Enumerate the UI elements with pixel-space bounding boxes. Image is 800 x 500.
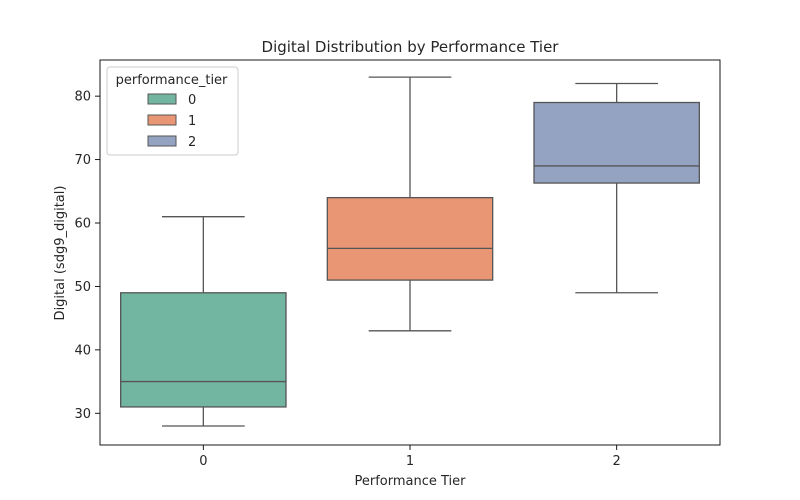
- y-tick-label: 30: [74, 407, 91, 422]
- legend-entry-label: 2: [188, 135, 196, 150]
- y-axis-label: Digital (sdg9_digital): [53, 186, 68, 321]
- box-iqr: [533, 101, 700, 184]
- y-tick-label: 60: [74, 217, 91, 232]
- box-iqr: [326, 196, 494, 281]
- box-group-0: [120, 216, 287, 427]
- box-iqr: [120, 292, 287, 408]
- x-tick-label: 2: [613, 454, 621, 469]
- x-tick-label: 1: [406, 454, 414, 469]
- legend-entry-label: 1: [188, 114, 196, 129]
- legend-entry-label: 0: [188, 93, 196, 108]
- y-tick-label: 80: [74, 90, 91, 105]
- chart-title: Digital Distribution by Performance Tier: [262, 38, 560, 56]
- x-axis-label: Performance Tier: [354, 474, 466, 489]
- legend-swatch: [147, 135, 177, 147]
- plot-area: 30 40 50 60 70 80 0 1 2: [74, 59, 721, 469]
- box-group-2: [533, 82, 700, 294]
- legend-swatch: [147, 114, 177, 126]
- legend: performance_tier 0 1 2: [106, 66, 239, 156]
- legend-title: performance_tier: [116, 73, 228, 88]
- x-tick-label: 0: [199, 454, 207, 469]
- box-group-1: [326, 76, 494, 332]
- y-tick-label: 50: [74, 280, 91, 295]
- y-tick-label: 70: [74, 153, 91, 168]
- legend-swatch: [147, 93, 177, 105]
- legend-frame: [106, 66, 239, 156]
- y-tick-label: 40: [74, 343, 91, 358]
